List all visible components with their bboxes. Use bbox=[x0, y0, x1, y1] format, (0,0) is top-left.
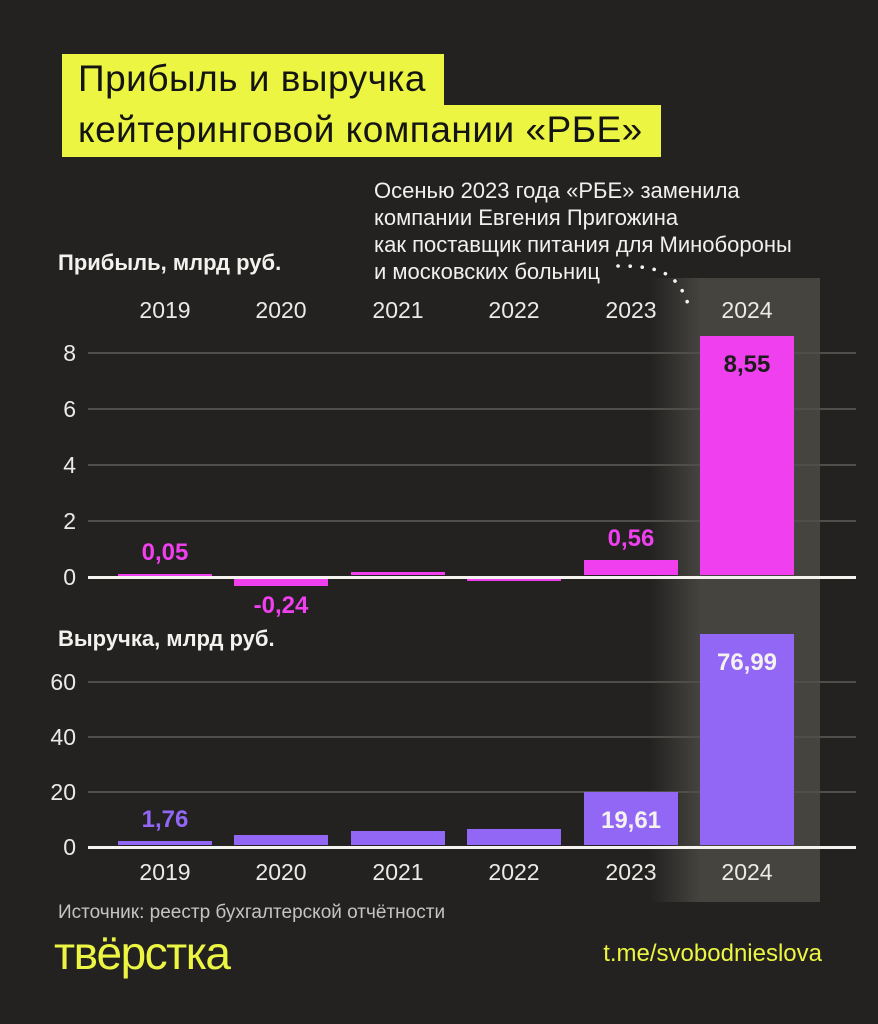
year-label-2019: 2019 bbox=[139, 859, 191, 885]
y-tick-label: 8 bbox=[63, 340, 76, 366]
year-label-2021: 2021 bbox=[372, 859, 424, 885]
bar-2019 bbox=[118, 573, 212, 576]
y-tick-label: 0 bbox=[63, 834, 76, 860]
bar-2019 bbox=[118, 840, 212, 846]
value-label-2020: -0,24 bbox=[253, 591, 309, 619]
year-label-2020: 2020 bbox=[255, 297, 307, 323]
year-label-2019: 2019 bbox=[139, 297, 191, 323]
year-label-2022: 2022 bbox=[488, 297, 540, 323]
annotation-text: Осенью 2023 года «РБЕ» заменила компании… bbox=[374, 177, 792, 285]
verstka-logo: твёрстка bbox=[54, 927, 231, 979]
y-tick-label: 2 bbox=[63, 508, 76, 534]
y-tick-label: 40 bbox=[50, 724, 76, 750]
y-tick-label: 4 bbox=[63, 452, 76, 478]
value-label-2019: 1,76 bbox=[141, 806, 189, 834]
year-label-2022: 2022 bbox=[488, 859, 540, 885]
y-tick-label: 60 bbox=[50, 669, 76, 695]
telegram-link[interactable]: t.me/svobodnieslova bbox=[603, 940, 822, 967]
page-title: Прибыль и выручка кейтеринговой компании… bbox=[62, 54, 661, 157]
y-tick-label: 6 bbox=[63, 396, 76, 422]
bar-2020 bbox=[234, 579, 328, 586]
page-title-line-1: Прибыль и выручка bbox=[62, 54, 444, 106]
value-label-2019: 0,05 bbox=[141, 539, 189, 566]
page-title-line-2: кейтеринговой компании «РБЕ» bbox=[62, 105, 661, 157]
annotation-line: как поставщик питания для Минобороны bbox=[374, 232, 792, 257]
year-label-2020: 2020 bbox=[255, 859, 307, 885]
y-tick-label: 20 bbox=[50, 779, 76, 805]
y-tick-label: 0 bbox=[63, 564, 76, 590]
bar-2021 bbox=[351, 830, 445, 846]
bar-2022 bbox=[467, 579, 561, 581]
dotted-connector-icon bbox=[616, 264, 690, 306]
bar-2020 bbox=[234, 834, 328, 846]
profit-chart-title: Прибыль, млрд руб. bbox=[58, 250, 282, 275]
bar-2021 bbox=[351, 571, 445, 576]
revenue-chart-title: Выручка, млрд руб. bbox=[58, 626, 275, 651]
annotation-line: и московских больниц bbox=[374, 259, 601, 284]
annotation-line: Осенью 2023 года «РБЕ» заменила bbox=[374, 178, 740, 203]
source-note: Источник: реестр бухгалтерской отчётност… bbox=[58, 902, 446, 923]
annotation-line: компании Евгения Пригожина bbox=[374, 205, 679, 230]
highlight-band-2024 bbox=[650, 278, 820, 902]
year-label-2021: 2021 bbox=[372, 297, 424, 323]
bar-2022 bbox=[467, 828, 561, 846]
